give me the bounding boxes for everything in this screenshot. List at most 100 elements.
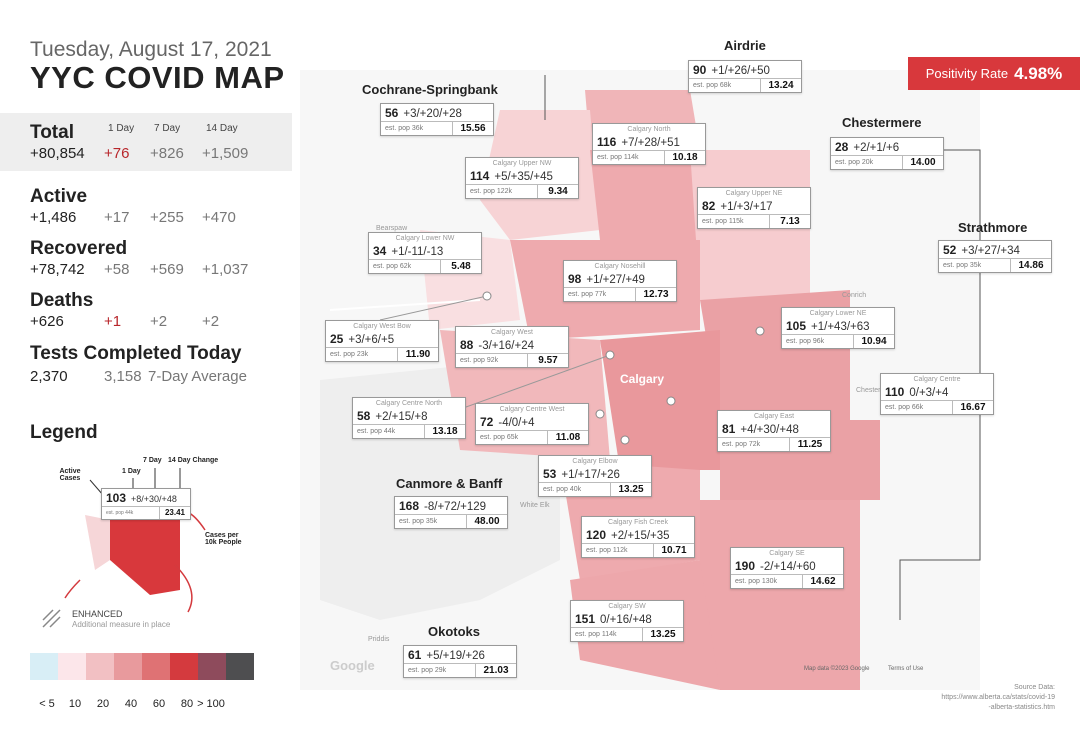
region-row: 168 -8/+72/+129 [395, 497, 507, 515]
sample-changes: +8/+30/+48 [131, 494, 177, 504]
legend-active-label: Active Cases [59, 468, 81, 482]
region-row: 151 0/+16/+48 [571, 610, 683, 628]
sample-active: 103 [106, 491, 127, 505]
stat-change: +255 [150, 209, 184, 226]
scale-label: < 5 [39, 698, 55, 710]
region-box: 56 +3/+20/+28 est. pop 36k 15.56 [380, 103, 494, 136]
region-title: Canmore & Banff [396, 476, 503, 491]
region-changes: 0/+3/+4 [909, 387, 949, 399]
region-row: est. pop 96k 10.94 [782, 335, 894, 348]
pin [666, 396, 676, 406]
region-pop: est. pop 96k [786, 338, 825, 345]
region-changes: +5/+35/+45 [494, 171, 553, 183]
region-active: 25 [330, 332, 344, 346]
region-changes: +3/+20/+28 [403, 108, 462, 120]
region-name: Calgary Nosehill [594, 263, 646, 270]
region-rate: 14.00 [902, 156, 943, 169]
region-active: 72 [480, 415, 494, 429]
region-pop: est. pop 114k [597, 154, 639, 161]
title: YYC COVID MAP [30, 60, 285, 95]
region-row: est. pop 112k 10.71 [582, 544, 694, 557]
region-rate: 5.48 [440, 260, 481, 273]
region-box: 28 +2/+1/+6 est. pop 20k 14.00 [830, 137, 944, 170]
region-box: Calgary East 81 +4/+30/+48 est. pop 72k 11.2… [717, 410, 831, 452]
region-box: Calgary North 116 +7/+28/+51 est. pop 114k 1… [592, 123, 706, 165]
stat-name: Recovered [30, 238, 128, 259]
region-pop: est. pop 65k [480, 434, 519, 441]
region-name: Calgary SW [608, 603, 646, 610]
region-title: Cochrane-Springbank [362, 82, 498, 97]
region-pop: est. pop 35k [943, 262, 982, 269]
region-row: 110 0/+3/+4 [881, 383, 993, 401]
region-row: 105 +1/+43/+63 [782, 317, 894, 335]
legend-rate-label: Cases per 10k People [205, 532, 242, 546]
region-rate: 11.25 [789, 438, 830, 451]
region-active: 56 [385, 106, 399, 120]
region-changes: +2/+15/+8 [375, 411, 428, 423]
region-changes: -8/+72/+129 [424, 501, 487, 513]
region-rate: 9.57 [527, 354, 568, 367]
region-row: 61 +5/+19/+26 [404, 646, 516, 664]
region-changes: +1/+43/+63 [811, 321, 870, 333]
region-pop: est. pop 36k [385, 125, 424, 132]
stat-header: 14 Day [206, 123, 238, 134]
region-changes: +1/+26/+50 [711, 65, 770, 77]
stat-name: Deaths [30, 290, 94, 311]
region-rate: 14.62 [802, 575, 843, 588]
region-active: 58 [357, 409, 371, 423]
region-changes: +2/+1/+6 [853, 142, 900, 154]
region-rate: 13.25 [642, 628, 683, 641]
stat-change: +569 [150, 261, 184, 278]
region-pop: est. pop 20k [835, 159, 874, 166]
region-rate: 10.18 [664, 151, 705, 164]
place-label: Chestermere [856, 387, 897, 394]
region-row: est. pop 122k 9.34 [466, 185, 578, 198]
scale-label: > 100 [197, 698, 225, 710]
legend-day7: 7 Day [143, 457, 162, 464]
scale-label: 60 [152, 698, 166, 710]
region-row: est. pop 114k 13.25 [571, 628, 683, 641]
region-rate: 13.25 [610, 483, 651, 496]
region-box: Calgary Fish Creek 120 +2/+15/+35 est. pop … [581, 516, 695, 558]
region-name: Calgary SE [769, 550, 805, 557]
region-pop: est. pop 122k [470, 188, 513, 195]
region-active: 98 [568, 272, 582, 286]
positivity-value: 4.98% [1014, 63, 1063, 83]
pin [620, 435, 630, 445]
stat-value: +78,742 [30, 261, 85, 278]
region-changes: +1/+17/+26 [561, 469, 620, 481]
region-title: Chestermere [842, 115, 922, 130]
region-name: Calgary Elbow [572, 458, 618, 465]
region-row: 98 +1/+27/+49 [564, 270, 676, 288]
pin [595, 409, 605, 419]
region-pop: est. pop 62k [373, 263, 412, 270]
region-pop: est. pop 115k [702, 218, 744, 225]
scale-swatch [198, 653, 226, 680]
region-changes: +1/-11/-13 [391, 246, 444, 258]
stat-name: Total [30, 122, 74, 143]
region-name: Calgary West Bow [353, 323, 411, 330]
region-pop: est. pop 40k [543, 486, 582, 493]
tests-average: 3,158 [104, 368, 142, 385]
pin [755, 326, 765, 336]
region-changes: +3/+6/+5 [348, 334, 395, 346]
region-row: est. pop 130k 14.62 [731, 575, 843, 588]
region-row: est. pop 29k 21.03 [404, 664, 516, 677]
region-row: est. pop 65k 11.08 [476, 431, 588, 444]
legend-shape [85, 515, 110, 570]
region-title: Strathmore [958, 220, 1028, 235]
region-row: 190 -2/+14/+60 [731, 557, 843, 575]
region-pop: est. pop 77k [568, 291, 607, 298]
stat-change: +58 [104, 261, 130, 278]
region-row: 53 +1/+17/+26 [539, 465, 651, 483]
scale-swatch [114, 653, 142, 680]
stat-change: +2 [150, 313, 168, 330]
region-active: 114 [470, 169, 490, 183]
scale-label: 80 [180, 698, 194, 710]
region-row: 52 +3/+27/+34 [939, 241, 1051, 259]
region-row: 90 +1/+26/+50 [689, 61, 801, 79]
legend-title: Legend [30, 422, 98, 443]
region-name: Calgary Fish Creek [608, 519, 668, 526]
region-changes: +3/+27/+34 [961, 245, 1020, 257]
place-label: Bearspaw [376, 225, 408, 232]
